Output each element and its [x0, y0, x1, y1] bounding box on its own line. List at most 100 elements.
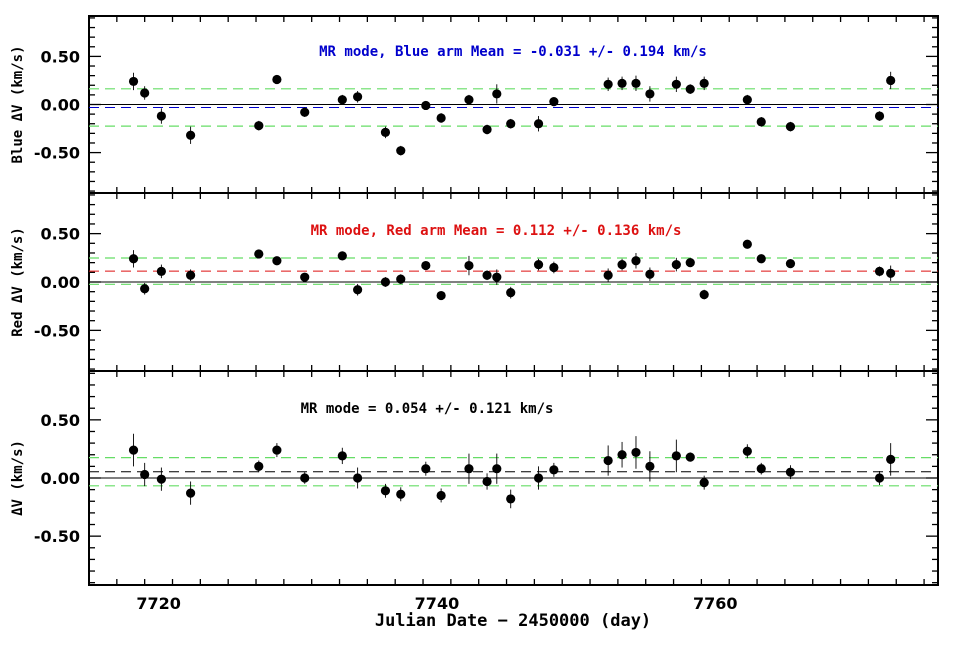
data-point	[186, 130, 196, 140]
y-tick-label: 0.50	[41, 411, 80, 430]
panel-annotation: MR mode, Blue arm Mean = -0.031 +/- 0.19…	[319, 44, 707, 60]
data-point	[353, 92, 363, 102]
data-point	[742, 446, 752, 456]
data-point	[380, 486, 391, 496]
panels-group: 0.50 0.00 -0.50 Blue ΔV (km/s) MR mode, Blue…	[10, 15, 939, 613]
data-point	[671, 259, 681, 270]
data-point	[886, 75, 896, 86]
data-point	[533, 259, 544, 270]
data-point	[396, 146, 406, 156]
data-point	[603, 79, 613, 89]
data-point	[482, 476, 492, 487]
data-point	[421, 100, 431, 111]
data-point	[685, 258, 695, 268]
data-point	[874, 111, 885, 121]
data-point	[482, 124, 492, 135]
data-point	[742, 95, 752, 105]
data-point	[140, 284, 150, 294]
data-point	[337, 251, 347, 261]
panel-blue: 0.50 0.00 -0.50 Blue ΔV (km/s) MR mode, Blue…	[10, 15, 939, 194]
data-point	[272, 445, 282, 455]
data-point	[464, 95, 474, 105]
data-point	[254, 461, 264, 471]
data-point	[645, 89, 655, 99]
data-point	[506, 288, 516, 298]
x-tick-label: 7760	[693, 594, 738, 613]
data-point	[156, 111, 166, 121]
data-point	[421, 464, 431, 474]
data-point	[756, 117, 766, 127]
panel-red: 0.50 0.00 -0.50 Red ΔV (km/s) MR mode, Red a…	[10, 192, 939, 372]
data-point	[421, 260, 431, 271]
data-point	[631, 256, 641, 266]
y-tick-label: -0.50	[34, 321, 80, 340]
data-point	[645, 269, 655, 279]
data-point	[506, 494, 516, 504]
data-point	[699, 78, 709, 88]
data-point	[886, 268, 896, 278]
data-point	[617, 450, 627, 460]
data-point	[785, 259, 796, 269]
data-point	[254, 249, 264, 259]
data-point	[685, 84, 695, 94]
data-point	[396, 274, 406, 284]
data-point	[685, 452, 695, 462]
data-point	[671, 451, 681, 461]
data-point	[549, 262, 559, 273]
data-point	[533, 119, 544, 129]
data-point	[380, 127, 391, 137]
data-point	[337, 95, 347, 105]
data-point	[756, 254, 766, 264]
data-point	[492, 464, 502, 474]
y-tick-label: -0.50	[34, 527, 80, 546]
data-point	[756, 464, 766, 474]
data-point	[549, 465, 559, 475]
data-point	[617, 78, 627, 88]
data-point	[631, 447, 641, 458]
data-point	[549, 97, 559, 107]
data-point	[785, 122, 796, 132]
data-point	[380, 277, 391, 287]
data-point	[186, 488, 196, 498]
panel-annotation: MR mode, Red arm Mean = 0.112 +/- 0.136 …	[311, 223, 682, 239]
data-point	[436, 490, 446, 501]
data-point	[128, 76, 139, 87]
data-point	[886, 454, 896, 464]
data-point	[464, 260, 474, 271]
data-point	[874, 473, 885, 483]
y-tick-label: 0.50	[41, 225, 80, 244]
data-point	[156, 474, 166, 484]
x-tick-label: 7740	[415, 594, 460, 613]
data-point	[671, 79, 681, 89]
data-point	[785, 467, 796, 477]
data-point	[186, 270, 196, 280]
data-point	[140, 88, 150, 98]
data-point	[742, 239, 752, 249]
data-point	[482, 270, 492, 280]
x-axis-label: Julian Date − 2450000 (day)	[375, 611, 651, 631]
y-tick-label: 0.00	[41, 273, 80, 292]
data-point	[353, 473, 363, 483]
data-point	[300, 107, 310, 117]
data-point	[300, 473, 310, 483]
data-point	[436, 113, 446, 123]
data-point	[492, 272, 502, 282]
data-point	[699, 478, 709, 488]
panel-annotation: MR mode = 0.054 +/- 0.121 km/s	[301, 401, 554, 417]
data-point	[603, 455, 613, 466]
data-point	[254, 121, 264, 131]
y-axis-label: ΔV (km/s)	[10, 440, 26, 516]
data-point	[874, 266, 885, 276]
data-point	[353, 285, 363, 295]
x-tick-label: 7720	[136, 594, 181, 613]
data-point	[300, 272, 310, 282]
data-point	[436, 290, 446, 301]
data-point	[631, 78, 641, 88]
data-point	[156, 266, 166, 276]
data-point	[337, 451, 347, 461]
data-point	[272, 74, 282, 85]
data-point	[128, 254, 139, 264]
y-tick-label: -0.50	[34, 144, 80, 163]
data-point	[140, 469, 150, 480]
